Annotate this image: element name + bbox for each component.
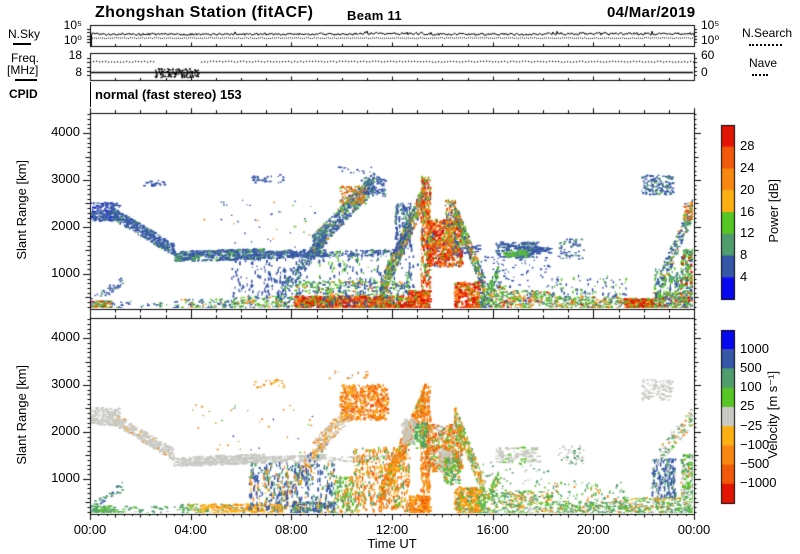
- x-tick-label-1: 04:00: [174, 522, 207, 537]
- noise-ymin-right-label: 10⁰: [701, 33, 720, 47]
- velocity-y-tick-label-2: 3000: [51, 376, 80, 392]
- slant-range-label-power: Slant Range [km]: [14, 159, 30, 260]
- power-colorbar: [721, 125, 734, 299]
- freq-label: Freq.: [11, 51, 40, 65]
- noise-ymax-right-label: 10⁵: [701, 18, 720, 32]
- nsearch-line-sample: [749, 44, 782, 46]
- velocity-colorbar-tick-label-3: 25: [740, 398, 755, 414]
- power-y-tick-label-3: 4000: [51, 124, 80, 140]
- x-tick-label-3: 12:00: [375, 522, 409, 537]
- noise-ymax-label: 10⁵: [63, 18, 82, 32]
- freq-unit-label: [MHz]: [7, 63, 39, 77]
- date-label: 04/Mar/2019: [607, 4, 696, 21]
- x-tick-label-2: 08:00: [275, 522, 308, 537]
- power-colorbar-tick-label-6: 4: [740, 268, 748, 284]
- power-y-tick-label-0: 1000: [51, 264, 80, 280]
- noise-ymin-label: 10⁰: [63, 33, 82, 47]
- velocity-y-tick-label-0: 1000: [51, 469, 80, 485]
- freq-line-sample: [15, 79, 37, 81]
- nave-ymax-label: 60: [701, 48, 715, 62]
- noise-panel: [90, 25, 694, 46]
- x-tick-label-0: 00:00: [73, 522, 107, 537]
- power-colorbar-tick-label-4: 12: [740, 225, 755, 241]
- nave-label: Nave: [749, 56, 778, 70]
- nave-line-sample: [752, 74, 768, 76]
- velocity-y-tick-label-3: 4000: [51, 329, 80, 345]
- velocity-colorbar-tick-label-7: −1000: [740, 475, 777, 491]
- freq-panel: [90, 53, 694, 80]
- freq-ymax-label: 18: [68, 48, 82, 62]
- cpid-label: CPID: [9, 87, 38, 101]
- nave-ymin-label: 0: [701, 65, 708, 79]
- freq-ymin-label: 8: [75, 65, 82, 79]
- power-colorbar-title: Power [dB]: [766, 179, 782, 243]
- power-colorbar-tick-label-0: 28: [740, 138, 755, 154]
- power-y-tick-label-2: 3000: [51, 171, 80, 187]
- beam-label: Beam 11: [347, 8, 402, 23]
- slant-range-label-velocity: Slant Range [km]: [14, 364, 30, 465]
- time-ut-label: Time UT: [367, 536, 417, 551]
- nsky-label: N.Sky: [8, 27, 41, 41]
- x-tick-label-4: 16:00: [476, 522, 509, 537]
- velocity-colorbar-tick-label-1: 500: [740, 359, 762, 375]
- x-tick-label-5: 20:00: [577, 522, 610, 537]
- x-tick-label-6: 00:00: [677, 522, 711, 537]
- velocity-colorbar-tick-label-6: −500: [740, 456, 770, 472]
- power-y-tick-label-1: 2000: [51, 217, 80, 233]
- power-colorbar-tick-label-2: 20: [740, 181, 755, 197]
- cpid-value: normal (fast stereo) 153: [95, 87, 242, 102]
- page-title: Zhongshan Station (fitACF): [95, 4, 314, 21]
- velocity-panel: [90, 318, 694, 514]
- nsky-line-sample: [13, 43, 31, 45]
- velocity-colorbar-tick-label-4: −25: [740, 417, 763, 433]
- power-panel: [90, 113, 694, 309]
- velocity-colorbar: [721, 330, 734, 503]
- power-colorbar-tick-label-1: 24: [740, 160, 755, 175]
- velocity-y-tick-label-1: 2000: [51, 422, 80, 438]
- velocity-colorbar-tick-label-2: 100: [740, 379, 762, 395]
- velocity-colorbar-tick-label-5: −100: [740, 436, 770, 452]
- power-colorbar-tick-label-3: 16: [740, 203, 755, 219]
- velocity-colorbar-tick-label-0: 1000: [740, 340, 769, 356]
- power-colorbar-tick-label-5: 8: [740, 247, 748, 262]
- cpid-start-line: [90, 82, 91, 107]
- nsearch-label: N.Search: [742, 26, 793, 40]
